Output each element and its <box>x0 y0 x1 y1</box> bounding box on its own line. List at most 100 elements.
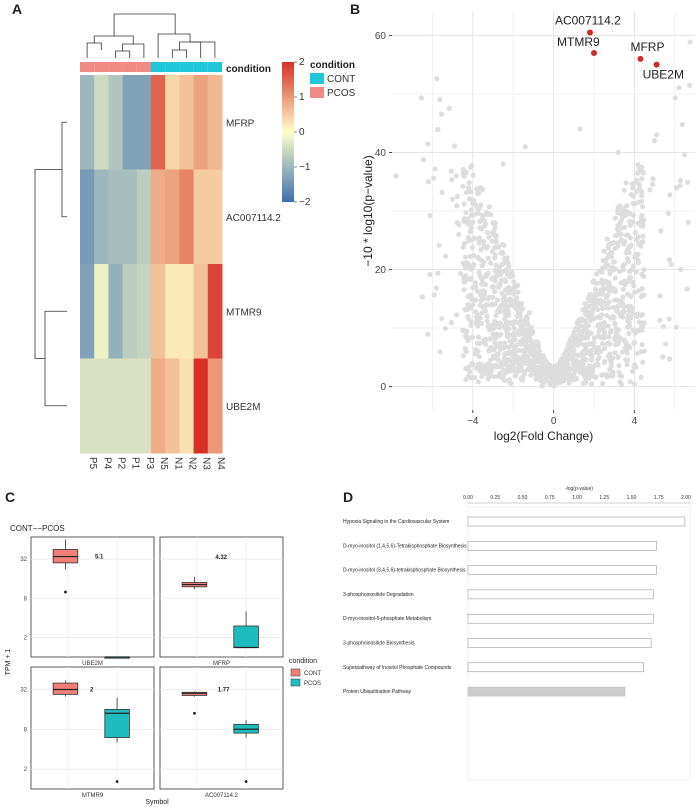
background-point <box>607 271 613 277</box>
background-point <box>639 203 646 210</box>
background-point <box>589 308 596 314</box>
background-point <box>468 237 475 243</box>
background-point <box>615 149 621 156</box>
background-point <box>618 231 624 238</box>
background-point <box>485 255 491 261</box>
background-point <box>466 303 472 309</box>
facet-gene-label: MTMR9 <box>82 793 104 799</box>
background-point <box>677 183 683 189</box>
background-point <box>496 284 502 290</box>
background-point <box>475 348 481 354</box>
background-point <box>468 164 474 170</box>
background-point <box>638 320 645 326</box>
background-point <box>632 229 638 236</box>
background-point <box>638 243 644 249</box>
column-label: N4 <box>215 457 226 470</box>
background-point <box>502 340 508 346</box>
row-label: AC007114.2 <box>226 213 281 224</box>
background-point <box>448 320 455 326</box>
background-point <box>636 181 642 187</box>
background-point <box>640 359 646 365</box>
background-point <box>463 260 470 266</box>
background-point <box>593 286 599 293</box>
background-point <box>673 324 679 330</box>
background-point <box>593 374 599 380</box>
background-point <box>492 355 498 361</box>
background-point <box>627 244 633 250</box>
background-point <box>467 229 473 235</box>
column-label: N5 <box>158 457 169 470</box>
background-point <box>466 179 472 186</box>
background-point <box>442 325 448 332</box>
background-point <box>529 329 536 335</box>
background-point <box>527 336 533 343</box>
background-point <box>522 347 529 353</box>
background-point <box>552 377 558 383</box>
background-point <box>469 244 475 251</box>
background-point <box>450 196 456 202</box>
background-point <box>639 271 645 277</box>
background-point <box>597 321 604 327</box>
pathway-bar <box>467 516 686 527</box>
background-point <box>470 284 476 291</box>
y-tick-label: 8 <box>24 727 28 733</box>
background-point <box>571 366 577 372</box>
background-point <box>609 250 615 256</box>
background-point <box>565 367 571 373</box>
background-point <box>478 202 484 208</box>
background-point <box>467 368 473 375</box>
background-point <box>478 297 485 303</box>
background-point <box>593 300 599 307</box>
background-point <box>491 347 497 353</box>
background-point <box>617 335 623 341</box>
background-point <box>476 269 482 276</box>
background-point <box>567 337 573 344</box>
background-point <box>586 373 592 379</box>
heatmap-cell <box>193 358 209 454</box>
bar-chart-title: -log(p-value) <box>565 486 593 492</box>
y-tick-label: 2 <box>24 767 28 773</box>
background-point <box>486 204 492 210</box>
background-point <box>623 180 629 186</box>
heatmap-cell <box>151 169 166 265</box>
x-tick-label: 1.00 <box>572 495 582 501</box>
background-point <box>498 277 505 284</box>
x-axis-title: Symbol <box>145 799 169 806</box>
background-point <box>595 314 601 320</box>
background-point <box>473 297 479 303</box>
background-point <box>618 313 624 319</box>
background-point <box>554 362 560 369</box>
background-point <box>639 193 645 199</box>
background-point <box>473 280 479 286</box>
background-point <box>579 316 585 322</box>
background-point <box>504 255 510 261</box>
background-point <box>622 224 628 230</box>
background-point <box>466 184 472 191</box>
heatmap-cell <box>179 264 195 359</box>
background-point <box>631 339 638 345</box>
y-tick-label: 0 <box>380 382 386 393</box>
outlier-point <box>115 780 119 783</box>
background-point <box>619 302 625 308</box>
heatmap-cell <box>165 358 180 454</box>
background-point <box>624 291 631 297</box>
legend-title: condition <box>310 60 355 71</box>
background-point <box>463 265 469 271</box>
background-point <box>617 268 623 275</box>
background-point <box>463 189 470 196</box>
background-point <box>493 312 499 319</box>
pathway-label: 3-phosphoinositide Biosynthesis <box>343 641 415 647</box>
background-point <box>509 272 515 279</box>
background-point <box>497 346 504 353</box>
heatmap-cell <box>151 358 166 454</box>
background-point <box>489 301 495 307</box>
background-point <box>641 292 647 298</box>
background-point <box>617 373 623 379</box>
boxplot-panel: CONT−−PCOS 2 8 32 5.1 UBE2M 4.32 MFRP 2 8 32 2 MTMR9… <box>5 524 321 806</box>
background-point <box>468 207 474 213</box>
background-point <box>530 350 536 357</box>
legend-label: PCOS <box>304 681 321 687</box>
